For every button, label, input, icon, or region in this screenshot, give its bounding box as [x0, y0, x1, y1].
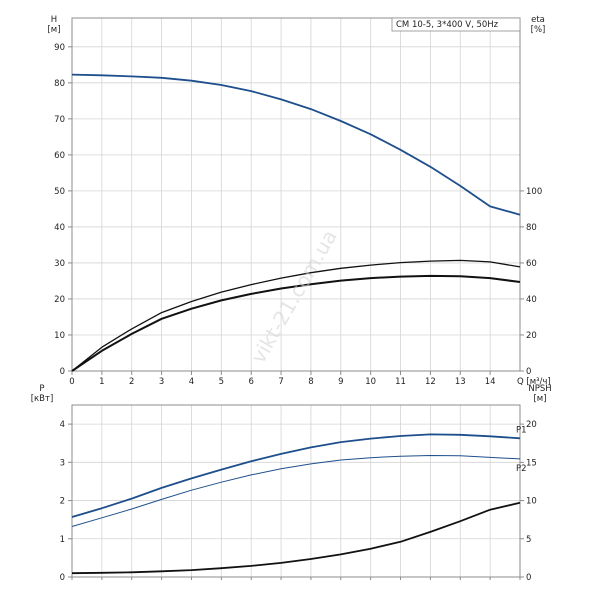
- x-tick-label: 14: [485, 377, 496, 387]
- x-tick-label: 5: [219, 377, 224, 387]
- right-axis-unit: [%]: [531, 25, 546, 35]
- left-tick-label: 70: [54, 115, 65, 125]
- right-tick-label: 40: [526, 295, 537, 305]
- left-tick-label: 40: [54, 223, 65, 233]
- x-tick-label: 9: [338, 377, 343, 387]
- series-line-2: [71, 274, 521, 372]
- x-tick-label: 4: [189, 377, 194, 387]
- plot-frame: [71, 17, 521, 372]
- left-axis-title: H: [51, 15, 57, 25]
- x-tick-label: 2: [129, 377, 134, 387]
- x-tick-label: 1: [99, 377, 104, 387]
- x-tick-label: 6: [248, 377, 253, 387]
- series-line-1: [71, 259, 521, 372]
- x-tick-label: 8: [308, 377, 313, 387]
- left-tick-label: 30: [54, 259, 65, 269]
- series-line-0: [71, 433, 521, 518]
- head-efficiency-panel: 0102030405060708090020406080100H[м]eta[%…: [47, 15, 550, 387]
- left-tick-label: 80: [54, 79, 65, 89]
- right-tick-label: 20: [526, 331, 537, 341]
- x-tick-label: 12: [425, 377, 436, 387]
- x-tick-label: 7: [278, 377, 283, 387]
- right-axis-title: NPSH: [528, 384, 551, 394]
- left-axis-unit: [кВт]: [31, 394, 54, 404]
- right-tick-label: 10: [526, 497, 537, 507]
- series-label-p1: P1: [516, 425, 527, 435]
- left-axis-title: P: [39, 384, 44, 394]
- right-tick-label: 0: [526, 573, 531, 583]
- watermark-text: vikt-21.com.ua: [246, 226, 342, 368]
- right-tick-label: 80: [526, 223, 537, 233]
- left-tick-label: 0: [60, 367, 65, 377]
- left-tick-label: 1: [60, 535, 65, 545]
- left-tick-label: 0: [60, 573, 65, 583]
- plot-frame: [71, 404, 521, 578]
- series-line-2: [71, 501, 521, 575]
- right-tick-label: 0: [526, 367, 531, 377]
- series-line-0: [71, 73, 521, 216]
- left-tick-label: 3: [60, 458, 65, 468]
- left-tick-label: 90: [54, 43, 65, 53]
- right-tick-label: 60: [526, 259, 537, 269]
- x-tick-label: 0: [69, 377, 74, 387]
- left-tick-label: 2: [60, 497, 65, 507]
- right-tick-label: 100: [526, 187, 542, 197]
- x-tick-label: 13: [455, 377, 466, 387]
- left-tick-label: 60: [54, 151, 65, 161]
- right-axis-unit: [м]: [533, 394, 546, 404]
- left-tick-label: 50: [54, 187, 65, 197]
- x-tick-label: 10: [365, 377, 376, 387]
- left-tick-label: 4: [60, 420, 65, 430]
- x-tick-label: 11: [395, 377, 406, 387]
- title-box: [391, 17, 521, 32]
- chart-title: CM 10-5, 3*400 V, 50Hz: [396, 20, 499, 30]
- left-tick-label: 20: [54, 295, 65, 305]
- right-tick-label: 5: [526, 535, 531, 545]
- left-tick-label: 10: [54, 331, 65, 341]
- right-tick-label: 20: [526, 420, 537, 430]
- power-npsh-panel: 0 1 2 3 4 0 5 10 15 20 P[кВт] NPSH[м] P1 P2: [31, 384, 552, 583]
- right-tick-label: 15: [526, 458, 537, 468]
- x-tick-label: 3: [159, 377, 164, 387]
- left-axis-unit: [м]: [47, 25, 60, 35]
- x-axis-title: Q [м³/ч]: [517, 377, 551, 387]
- series-line-1: [71, 455, 521, 527]
- series-label-p2: P2: [516, 464, 527, 474]
- right-axis-title: eta: [531, 15, 545, 25]
